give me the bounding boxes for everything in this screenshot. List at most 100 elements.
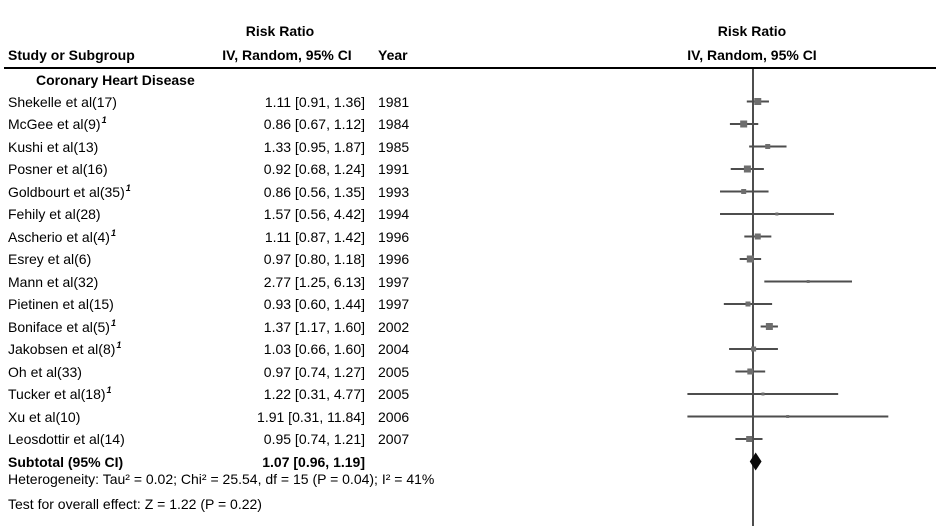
study-label: Tucker et al(18)1 — [8, 385, 112, 402]
effect-marker — [745, 301, 751, 307]
study-label: Xu et al(10) — [8, 408, 81, 425]
study-year: 1991 — [378, 161, 410, 177]
study-row: Boniface et al(5)1 1.37 [1.17, 1.60] 2002 — [0, 316, 940, 338]
effect-estimate: 1.11 [0.87, 1.42] — [264, 228, 365, 245]
study-year: 2004 — [378, 341, 410, 357]
footnote-marker: 1 — [110, 227, 116, 238]
study-year: 1985 — [378, 138, 410, 155]
right-effect-title: Risk Ratio — [717, 23, 787, 39]
effect-estimate: 0.97 [0.80, 1.18] — [263, 251, 365, 267]
study-label: Goldbourt et al(35)1 — [8, 182, 131, 200]
overall-effect-test: Test for overall effect: Z = 1.22 (P = 0… — [8, 496, 262, 512]
year-column-header: Year — [378, 47, 408, 63]
study-label: Ascherio et al(4)1 — [8, 227, 116, 245]
effect-estimate: 1.57 [0.56, 4.42] — [263, 206, 365, 222]
study-row: Ascherio et al(4)1 1.11 [0.87, 1.42] 1996 — [0, 226, 940, 248]
right-effect-subtitle: IV, Random, 95% CI — [687, 47, 817, 63]
effect-marker — [746, 255, 754, 263]
effect-marker — [741, 189, 747, 194]
study-label: Oh et al(33) — [8, 363, 82, 380]
footnote-marker: 1 — [106, 385, 112, 396]
study-row: Leosdottir et al(14) 0.95 [0.74, 1.21] 200… — [0, 428, 940, 450]
study-year: 1981 — [378, 93, 410, 110]
subgroup-heading: Coronary Heart Disease — [36, 72, 195, 88]
study-label: McGee et al(9)1 — [8, 115, 107, 132]
effect-estimate: 1.11 [0.91, 1.36] — [264, 93, 365, 110]
study-row: Tucker et al(18)1 1.22 [0.31, 4.77] 2005 — [0, 383, 940, 405]
study-row: Jakobsen et al(8)1 1.03 [0.66, 1.60] 2004 — [0, 338, 940, 360]
subtotal-estimate: 1.07 [0.96, 1.19] — [262, 453, 365, 470]
study-year: 1996 — [378, 228, 410, 245]
summary-diamond — [749, 452, 762, 471]
effect-estimate: 1.03 [0.66, 1.60] — [263, 341, 365, 357]
study-year: 2005 — [378, 386, 410, 402]
study-year: 1993 — [378, 183, 410, 200]
study-row: Posner et al(16) 0.92 [0.68, 1.24] 1991 — [0, 158, 940, 180]
study-row: McGee et al(9)1 0.86 [0.67, 1.12] 1984 — [0, 113, 940, 135]
effect-estimate: 1.22 [0.31, 4.77] — [263, 386, 365, 402]
footnote-marker: 1 — [125, 182, 131, 193]
effect-estimate: 0.95 [0.74, 1.21] — [263, 431, 365, 447]
study-row: Kushi et al(13) 1.33 [0.95, 1.87] 1985 — [0, 136, 940, 158]
study-year: 1994 — [378, 206, 410, 222]
effect-marker — [761, 392, 765, 396]
study-column-header: Study or Subgroup — [8, 47, 135, 63]
effect-estimate: 1.37 [1.17, 1.60] — [263, 318, 365, 335]
study-year: 1996 — [378, 251, 410, 267]
footnote-marker: 1 — [116, 340, 122, 351]
left-effect-title: Risk Ratio — [245, 23, 315, 39]
effect-marker — [775, 212, 779, 216]
effect-marker — [765, 323, 773, 330]
study-label: Leosdottir et al(14) — [8, 431, 125, 447]
footnote-marker: 1 — [110, 317, 116, 328]
study-year: 1997 — [378, 296, 410, 312]
study-year: 2007 — [378, 431, 410, 447]
study-label: Pietinen et al(15) — [8, 296, 114, 312]
effect-marker — [765, 144, 771, 149]
study-row: Pietinen et al(15) 0.93 [0.60, 1.44] 1997 — [0, 293, 940, 315]
study-row: Fehily et al(28) 1.57 [0.56, 4.42] 1994 — [0, 203, 940, 225]
study-label: Posner et al(16) — [8, 161, 108, 177]
study-label: Jakobsen et al(8)1 — [8, 340, 122, 357]
study-row: Oh et al(33) 0.97 [0.74, 1.27] 2005 — [0, 361, 940, 383]
effect-marker — [754, 233, 761, 240]
effect-estimate: 1.33 [0.95, 1.87] — [263, 138, 365, 155]
study-year: 2002 — [378, 318, 410, 335]
study-row: Esrey et al(6) 0.97 [0.80, 1.18] 1996 — [0, 248, 940, 270]
footnote-marker: 1 — [101, 115, 107, 126]
effect-marker — [740, 120, 748, 128]
effect-marker — [751, 346, 757, 352]
header-rule — [4, 67, 936, 69]
study-year: 2005 — [378, 363, 410, 380]
study-row: Goldbourt et al(35)1 0.86 [0.56, 1.35] 199… — [0, 181, 940, 203]
study-label: Mann et al(32) — [8, 273, 99, 290]
study-label: Esrey et al(6) — [8, 251, 92, 267]
study-row: Shekelle et al(17) 1.11 [0.91, 1.36] 1981 — [0, 91, 940, 113]
study-label: Kushi et al(13) — [8, 138, 99, 155]
subtotal-label: Subtotal (95% CI) — [8, 453, 124, 470]
study-label: Boniface et al(5)1 — [8, 317, 116, 335]
subtotal-row: Subtotal (95% CI) 1.07 [0.96, 1.19] — [0, 451, 940, 473]
effect-marker — [746, 436, 753, 442]
study-row: Mann et al(32) 2.77 [1.25, 6.13] 1997 — [0, 271, 940, 293]
effect-marker — [786, 415, 790, 418]
effect-marker — [806, 280, 810, 283]
effect-marker — [747, 368, 754, 375]
effect-column-header: IV, Random, 95% CI — [222, 47, 352, 63]
study-label: Fehily et al(28) — [8, 206, 101, 222]
effect-marker — [754, 98, 762, 105]
effect-estimate: 1.91 [0.31, 11.84] — [257, 408, 365, 425]
effect-estimate: 0.92 [0.68, 1.24] — [263, 161, 365, 177]
effect-estimate: 2.77 [1.25, 6.13] — [263, 273, 365, 290]
effect-estimate: 0.86 [0.67, 1.12] — [263, 116, 365, 132]
heterogeneity-stats: Heterogeneity: Tau² = 0.02; Chi² = 25.54… — [8, 471, 435, 487]
study-row: Xu et al(10) 1.91 [0.31, 11.84] 2006 — [0, 406, 940, 428]
effect-estimate: 0.93 [0.60, 1.44] — [263, 296, 365, 312]
effect-marker — [743, 165, 751, 173]
study-label: Shekelle et al(17) — [8, 93, 117, 110]
study-year: 1997 — [378, 273, 410, 290]
study-year: 2006 — [378, 408, 410, 425]
effect-estimate: 0.97 [0.74, 1.27] — [263, 363, 365, 380]
